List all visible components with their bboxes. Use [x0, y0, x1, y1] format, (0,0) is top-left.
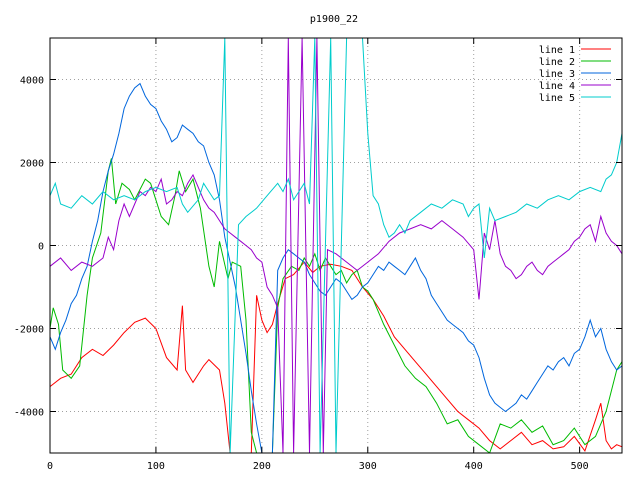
x-tick-label: 500: [571, 461, 589, 472]
legend-label-4: line 4: [539, 81, 575, 92]
series-layer: [50, 38, 622, 453]
legend-label-3: line 3: [539, 69, 575, 80]
axis-ticks: 0 100 200 300 400 500 -4000 -2000 0 2000 4000: [14, 38, 622, 472]
x-tick-label: 300: [359, 461, 377, 472]
x-tick-label: 100: [147, 461, 165, 472]
series-line-4: [50, 38, 622, 453]
y-tick-label: 0: [38, 242, 44, 253]
grid: [49, 38, 622, 453]
x-tick-label: 200: [253, 461, 271, 472]
legend-label-1: line 1: [539, 45, 575, 56]
series-line-3: [50, 82, 622, 453]
legend-label-2: line 2: [539, 57, 575, 68]
series-line-2: [50, 158, 622, 453]
y-tick-label: -4000: [14, 408, 44, 419]
y-tick-label: -2000: [14, 325, 44, 336]
x-tick-label: 400: [465, 461, 483, 472]
legend-label-5: line 5: [539, 93, 575, 104]
series-line-5: [50, 38, 622, 453]
x-tick-label: 0: [47, 461, 53, 472]
y-tick-label: 2000: [20, 159, 44, 170]
y-tick-label: 4000: [20, 76, 44, 87]
plot-frame: [49, 37, 623, 454]
chart-title: p1900_22: [310, 14, 358, 25]
